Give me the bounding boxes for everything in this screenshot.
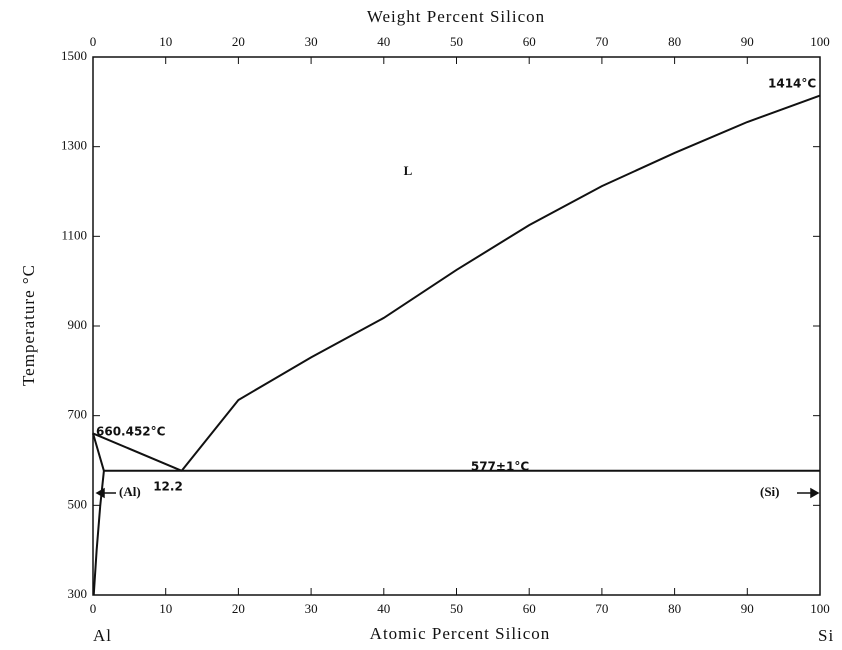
x2-tick-label: 70 xyxy=(595,34,608,49)
x-tick-label: 40 xyxy=(377,601,390,616)
x-tick-label: 30 xyxy=(305,601,318,616)
x2-tick-label: 20 xyxy=(232,34,245,49)
x2-tick-label: 60 xyxy=(523,34,536,49)
x-tick-label: 10 xyxy=(159,601,172,616)
page: {"chart_data": { "type": "line", "title"… xyxy=(0,0,842,650)
annotation: 1414°C xyxy=(768,77,816,91)
x-tick-label: 100 xyxy=(810,601,830,616)
y-tick-label: 1500 xyxy=(61,48,87,63)
x-tick-label: 0 xyxy=(90,601,97,616)
y-tick-label: 300 xyxy=(68,586,88,601)
y-tick-label: 500 xyxy=(68,496,88,511)
y-tick-label: 900 xyxy=(68,317,88,332)
y-tick-label: 1100 xyxy=(61,227,87,242)
x-tick-label: 70 xyxy=(595,601,608,616)
x2-tick-label: 50 xyxy=(450,34,463,49)
x-tick-label: 90 xyxy=(741,601,754,616)
top-axis-title: Weight Percent Silicon xyxy=(367,7,545,26)
annotation: (Si) xyxy=(760,484,780,499)
right-end-label: Si xyxy=(818,626,834,645)
x-tick-label: 80 xyxy=(668,601,681,616)
phase-boundary xyxy=(93,433,182,470)
x2-tick-label: 30 xyxy=(305,34,318,49)
annotation: L xyxy=(404,163,413,178)
x-tick-label: 60 xyxy=(523,601,536,616)
x-tick-label: 50 xyxy=(450,601,463,616)
left-end-label: Al xyxy=(93,626,112,645)
annotation: 577±1°C xyxy=(471,460,529,474)
x2-tick-label: 80 xyxy=(668,34,681,49)
x2-tick-label: 0 xyxy=(90,34,97,49)
arrows xyxy=(97,489,818,497)
x-tick-label: 20 xyxy=(232,601,245,616)
phase-boundary xyxy=(93,433,104,595)
x2-tick-label: 90 xyxy=(741,34,754,49)
si-arrow-head xyxy=(811,489,818,497)
y-tick-label: 1300 xyxy=(61,138,87,153)
y-axis-title: Temperature °C xyxy=(19,264,38,386)
x-axis-title: Atomic Percent Silicon xyxy=(370,624,551,643)
phase-boundary xyxy=(182,96,820,471)
x2-tick-label: 40 xyxy=(377,34,390,49)
annotation: (Al) xyxy=(119,484,141,499)
x2-tick-label: 100 xyxy=(810,34,830,49)
annotation: 660.452°C xyxy=(96,425,166,439)
x2-tick-label: 10 xyxy=(159,34,172,49)
annotation: 12.2 xyxy=(153,480,183,494)
y-tick-label: 700 xyxy=(68,407,88,422)
chart: Weight Percent Silicon Atomic Percent Si… xyxy=(0,0,842,650)
